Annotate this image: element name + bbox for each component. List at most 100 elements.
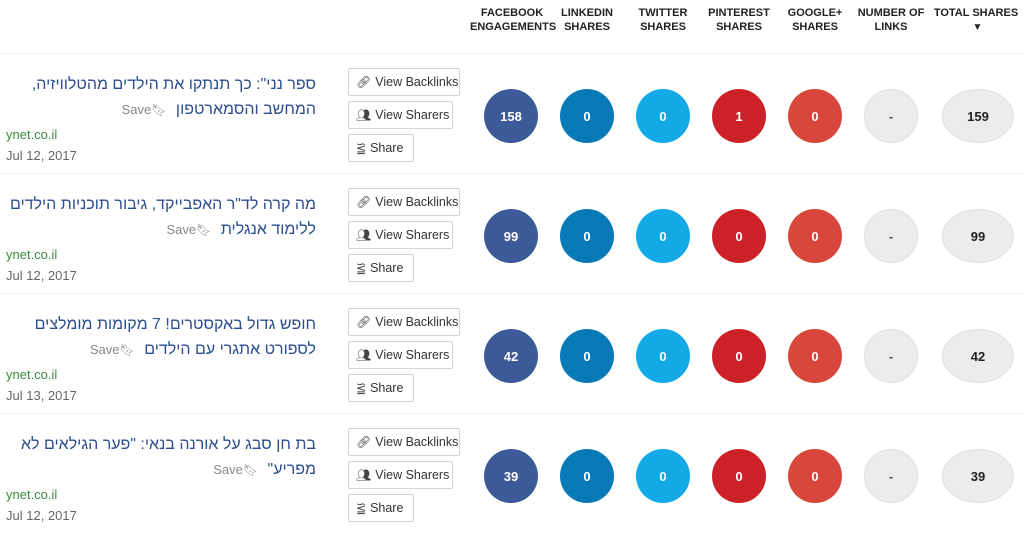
googleplus-shares-count: 0 xyxy=(788,209,842,263)
share-button[interactable]: ⪟ Share xyxy=(348,494,414,522)
total-shares-count: 99 xyxy=(942,209,1014,263)
share-icon: ⪟ xyxy=(356,261,367,275)
view-backlinks-button[interactable]: 🔗︎ View Backlinks xyxy=(348,188,460,216)
bookmark-icon: 🔖︎ xyxy=(242,463,259,477)
users-icon: 👥︎ xyxy=(356,108,372,122)
share-icon: ⪟ xyxy=(356,381,367,395)
save-button[interactable]: 🔖︎Save xyxy=(166,222,213,237)
header-linkedin-shares[interactable]: LINKEDIN SHARES xyxy=(552,6,622,34)
article-date: Jul 12, 2017 xyxy=(6,268,77,283)
header-pinterest-shares[interactable]: PINTEREST SHARES xyxy=(702,6,776,34)
save-button[interactable]: 🔖︎Save xyxy=(213,462,260,477)
header-googleplus-line2: SHARES xyxy=(792,21,838,33)
share-label: Share xyxy=(370,501,404,515)
facebook-engagements-count: 39 xyxy=(484,449,538,503)
header-twitter-line2: SHARES xyxy=(640,21,686,33)
view-backlinks-button[interactable]: 🔗︎ View Backlinks xyxy=(348,428,460,456)
header-facebook-engagements[interactable]: FACEBOOK ENGAGEMENTS xyxy=(470,6,557,34)
pinterest-shares-count: 0 xyxy=(712,209,766,263)
article-domain[interactable]: ynet.co.il xyxy=(6,487,58,502)
article-date: Jul 13, 2017 xyxy=(6,388,77,403)
header-links-line2: LINKS xyxy=(874,21,908,33)
link-icon: 🔗︎ xyxy=(356,75,372,89)
article-title-link[interactable]: חופש גדול באקסטרים! 7 מקומות מומלצים לספ… xyxy=(34,316,316,358)
table-row: חופש גדול באקסטרים! 7 מקומות מומלצים לספ… xyxy=(0,293,1024,413)
header-total-shares[interactable]: TOTAL SHARES ▼ xyxy=(930,6,1022,35)
article-info: ספר נני": כך תנתקו את הילדים מהטלוויזיה,… xyxy=(6,72,316,167)
article-domain[interactable]: ynet.co.il xyxy=(6,367,58,382)
row-actions: 🔗︎ View Backlinks 👥︎ View Sharers ⪟ Share xyxy=(348,188,460,287)
article-title-link[interactable]: מה קרה לד"ר האפבייקד, גיבור תוכניות הילד… xyxy=(9,196,316,238)
table-row: בת חן סבג על אורנה בנאי: "פער הגילאים לא… xyxy=(0,413,1024,533)
article-domain[interactable]: ynet.co.il xyxy=(6,247,58,262)
link-icon: 🔗︎ xyxy=(356,195,372,209)
row-actions: 🔗︎ View Backlinks 👥︎ View Sharers ⪟ Share xyxy=(348,308,460,407)
header-googleplus-shares[interactable]: GOOGLE+ SHARES xyxy=(780,6,850,34)
share-label: Share xyxy=(370,141,404,155)
article-date: Jul 12, 2017 xyxy=(6,508,77,523)
total-shares-count: 159 xyxy=(942,89,1014,143)
googleplus-shares-count: 0 xyxy=(788,329,842,383)
header-facebook-line2: ENGAGEMENTS xyxy=(470,21,557,33)
facebook-engagements-count: 99 xyxy=(484,209,538,263)
save-label: Save xyxy=(89,342,120,357)
users-icon: 👥︎ xyxy=(356,228,372,242)
view-sharers-button[interactable]: 👥︎ View Sharers xyxy=(348,461,453,489)
total-shares-count: 39 xyxy=(942,449,1014,503)
link-icon: 🔗︎ xyxy=(356,315,372,329)
total-shares-count: 42 xyxy=(942,329,1014,383)
save-label: Save xyxy=(213,462,243,477)
header-twitter-line1: TWITTER xyxy=(638,7,688,19)
twitter-shares-count: 0 xyxy=(636,209,690,263)
article-title-link[interactable]: בת חן סבג על אורנה בנאי: "פער הגילאים לא… xyxy=(21,436,316,478)
link-icon: 🔗︎ xyxy=(356,435,372,449)
save-label: Save xyxy=(121,102,152,117)
article-title-wrap: חופש גדול באקסטרים! 7 מקומות מומלצים לספ… xyxy=(6,312,316,363)
view-sharers-button[interactable]: 👥︎ View Sharers xyxy=(348,341,453,369)
header-pinterest-line1: PINTEREST xyxy=(708,7,770,19)
header-number-of-links[interactable]: NUMBER OF LINKS xyxy=(854,6,928,34)
view-backlinks-label: View Backlinks xyxy=(375,315,459,329)
view-sharers-button[interactable]: 👥︎ View Sharers xyxy=(348,101,453,129)
save-button[interactable]: 🔖︎Save xyxy=(90,342,137,357)
header-total-label: TOTAL SHARES xyxy=(933,7,1019,19)
twitter-shares-count: 0 xyxy=(636,89,690,143)
view-sharers-button[interactable]: 👥︎ View Sharers xyxy=(348,221,453,249)
article-date: Jul 12, 2017 xyxy=(6,148,77,163)
header-linkedin-line1: LINKEDIN xyxy=(561,7,613,19)
table-row: ספר נני": כך תנתקו את הילדים מהטלוויזיה,… xyxy=(0,53,1024,173)
header-pinterest-line2: SHARES xyxy=(716,21,762,33)
users-icon: 👥︎ xyxy=(356,348,372,362)
header-links-line1: NUMBER OF xyxy=(857,7,925,19)
table-header: FACEBOOK ENGAGEMENTS LINKEDIN SHARES TWI… xyxy=(0,0,1024,52)
googleplus-shares-count: 0 xyxy=(788,449,842,503)
article-title-wrap: מה קרה לד"ר האפבייקד, גיבור תוכניות הילד… xyxy=(6,192,316,243)
header-twitter-shares[interactable]: TWITTER SHARES xyxy=(628,6,698,34)
pinterest-shares-count: 0 xyxy=(712,449,766,503)
share-button[interactable]: ⪟ Share xyxy=(348,374,414,402)
number-of-links-count: - xyxy=(864,449,918,503)
row-actions: 🔗︎ View Backlinks 👥︎ View Sharers ⪟ Share xyxy=(348,68,460,167)
view-backlinks-button[interactable]: 🔗︎ View Backlinks xyxy=(348,308,460,336)
googleplus-shares-count: 0 xyxy=(788,89,842,143)
share-label: Share xyxy=(370,381,404,395)
row-actions: 🔗︎ View Backlinks 👥︎ View Sharers ⪟ Share xyxy=(348,428,460,527)
number-of-links-count: - xyxy=(864,329,918,383)
share-button[interactable]: ⪟ Share xyxy=(348,254,414,282)
article-domain[interactable]: ynet.co.il xyxy=(6,127,58,142)
share-button[interactable]: ⪟ Share xyxy=(348,134,414,162)
view-backlinks-button[interactable]: 🔗︎ View Backlinks xyxy=(348,68,460,96)
article-title-wrap: בת חן סבג על אורנה בנאי: "פער הגילאים לא… xyxy=(6,432,316,483)
header-facebook-line1: FACEBOOK xyxy=(480,7,544,19)
share-icon: ⪟ xyxy=(356,501,367,515)
article-title-link[interactable]: ספר נני": כך תנתקו את הילדים מהטלוויזיה,… xyxy=(31,76,316,118)
view-backlinks-label: View Backlinks xyxy=(375,435,459,449)
bookmark-icon: 🔖︎ xyxy=(151,103,167,117)
share-icon: ⪟ xyxy=(356,141,367,155)
linkedin-shares-count: 0 xyxy=(560,449,614,503)
save-button[interactable]: 🔖︎Save xyxy=(122,102,169,117)
view-sharers-label: View Sharers xyxy=(375,348,450,362)
sort-chevron-down-icon[interactable]: ▼ xyxy=(972,22,983,33)
article-info: בת חן סבג על אורנה בנאי: "פער הגילאים לא… xyxy=(6,432,316,527)
save-label: Save xyxy=(166,222,197,237)
